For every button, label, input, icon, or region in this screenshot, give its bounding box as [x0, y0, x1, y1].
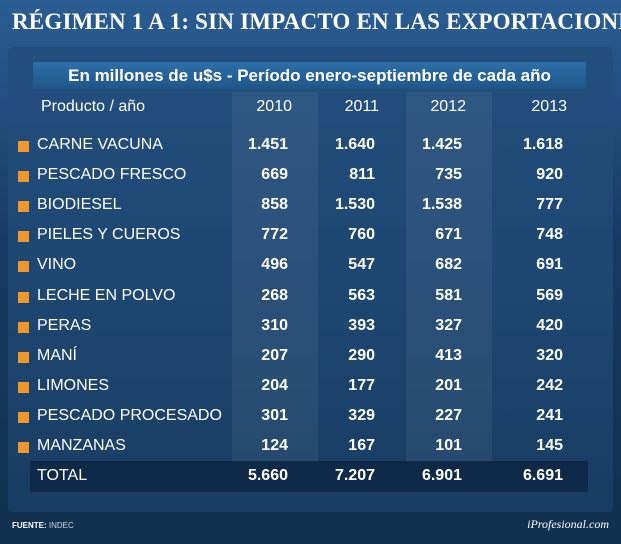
total-row [30, 461, 588, 492]
table-cell: 204 [261, 376, 288, 394]
row-label: PESCADO PROCESADO [37, 406, 222, 424]
row-label: PERAS [37, 316, 92, 334]
row-bullet-icon [18, 442, 29, 453]
table-cell: 242 [536, 376, 563, 394]
table-cell: 227 [435, 406, 462, 424]
table-cell: 691 [536, 256, 563, 274]
column-header-2011: 2011 [344, 98, 379, 115]
table-cell: 201 [435, 376, 462, 394]
row-bullet-icon [18, 291, 29, 303]
table-cell: 569 [536, 286, 563, 304]
table-cell: 682 [435, 256, 462, 274]
table-cell: 735 [435, 166, 462, 184]
table-cell: 581 [435, 286, 462, 304]
table-cell: 167 [348, 437, 375, 454]
table-cell: 811 [349, 166, 375, 184]
source-value: INDEC [48, 521, 74, 530]
table-cell: 124 [261, 437, 288, 454]
total-label: TOTAL [37, 467, 88, 484]
table-cell: 1.640 [334, 136, 375, 153]
table-cell: 669 [261, 166, 288, 184]
table-cell: 496 [261, 256, 288, 274]
row-bullet-icon [18, 381, 29, 393]
table-cell: 858 [261, 196, 288, 214]
row-bullet-icon [18, 261, 29, 273]
table-cell: 748 [536, 226, 563, 244]
column-header-2012: 2012 [430, 98, 466, 115]
total-cell: 5.660 [247, 467, 288, 484]
table-cell: 241 [536, 406, 563, 424]
row-header-label: Producto / año [41, 98, 146, 115]
row-label: BIODIESEL [37, 196, 122, 214]
row-label: MANZANAS [37, 437, 126, 454]
column-shade [232, 92, 318, 492]
table-cell: 268 [261, 286, 288, 304]
table-cell: 320 [536, 346, 563, 364]
table-cell: 1.530 [334, 196, 375, 214]
table-cell: 547 [348, 256, 375, 274]
table-cell: 327 [435, 316, 462, 334]
table-panel [8, 47, 613, 512]
table-cell: 1.425 [421, 136, 462, 153]
table-cell: 1.618 [522, 136, 563, 153]
table-cell: 329 [348, 406, 375, 424]
row-bullet-icon [18, 231, 29, 243]
table-cell: 101 [435, 437, 462, 454]
row-bullet-icon [18, 201, 29, 213]
table-cell: 777 [536, 196, 563, 214]
table-cell: 760 [348, 226, 375, 244]
row-label: LIMONES [37, 376, 110, 394]
row-label: PESCADO FRESCO [37, 166, 187, 184]
column-header-2010: 2010 [256, 98, 292, 115]
table-cell: 177 [348, 376, 375, 394]
source-note: FUENTE: INDEC [12, 521, 74, 530]
row-label: VINO [37, 256, 77, 274]
total-cell: 7.207 [334, 467, 375, 484]
row-label: LECHE EN POLVO [37, 286, 176, 304]
row-bullet-icon [18, 411, 29, 423]
table-cell: 290 [348, 346, 375, 364]
chart-title: RÉGIMEN 1 A 1: SIN IMPACTO EN LAS EXPORT… [12, 9, 621, 34]
row-label: PIELES Y CUEROS [37, 226, 181, 244]
subtitle-bar [33, 62, 586, 89]
chart-subtitle: En millones de u$s - Período enero-septi… [68, 66, 551, 85]
total-cell: 6.901 [421, 467, 462, 484]
table-cell: 207 [261, 346, 288, 364]
source-label: FUENTE: [12, 521, 47, 530]
table-cell: 310 [261, 316, 288, 334]
table-cell: 920 [536, 166, 563, 184]
table-cell: 420 [536, 316, 563, 334]
table-cell: 1.538 [421, 196, 462, 214]
row-label: MANÍ [37, 346, 77, 364]
table-cell: 301 [261, 406, 288, 424]
column-header-2013: 2013 [531, 98, 567, 115]
table-cell: 145 [536, 437, 563, 454]
table-cell: 671 [435, 226, 462, 244]
row-bullet-icon [18, 351, 29, 363]
brand-logo: iProfesional.com [527, 517, 609, 531]
total-cell: 6.691 [522, 467, 563, 484]
table-cell: 563 [348, 286, 375, 304]
row-label: CARNE VACUNA [37, 136, 163, 153]
row-bullet-icon [18, 141, 29, 152]
column-shade [406, 92, 492, 492]
table-cell: 1.451 [247, 136, 288, 153]
row-bullet-icon [18, 171, 29, 183]
table-cell: 413 [435, 346, 462, 364]
table-cell: 393 [348, 316, 375, 334]
row-bullet-icon [18, 321, 29, 333]
table-cell: 772 [261, 226, 288, 244]
